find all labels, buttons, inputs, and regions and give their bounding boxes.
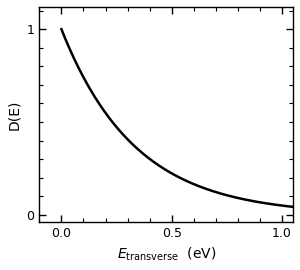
Y-axis label: D(E): D(E) — [7, 99, 21, 130]
X-axis label: $E_{\mathrm{transverse}}$  (eV): $E_{\mathrm{transverse}}$ (eV) — [116, 246, 216, 263]
